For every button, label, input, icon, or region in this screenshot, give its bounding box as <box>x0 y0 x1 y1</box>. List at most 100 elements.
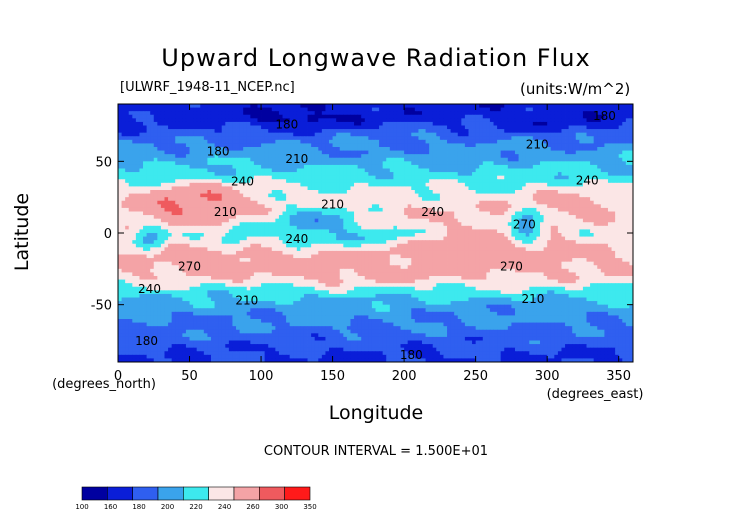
heatmap-cell <box>160 161 165 166</box>
heatmap-cell <box>354 168 359 173</box>
heatmap-cell <box>203 107 208 112</box>
heatmap-cell <box>293 132 298 137</box>
heatmap-cell <box>382 114 387 119</box>
heatmap-cell <box>482 204 487 209</box>
heatmap-cell <box>543 129 548 134</box>
heatmap-cell <box>554 215 559 220</box>
heatmap-cell <box>554 207 559 212</box>
heatmap-cell <box>396 107 401 112</box>
heatmap-cell <box>482 164 487 169</box>
heatmap-cell <box>579 190 584 194</box>
heatmap-cell <box>547 150 552 155</box>
heatmap-cell <box>540 175 544 180</box>
heatmap-cell <box>146 207 151 212</box>
heatmap-cell <box>379 111 384 116</box>
heatmap-cell <box>575 104 580 108</box>
heatmap-cell <box>343 222 348 227</box>
heatmap-cell <box>407 207 412 212</box>
heatmap-cell <box>346 154 351 159</box>
heatmap-cell <box>250 164 255 169</box>
heatmap-cell <box>479 182 484 187</box>
heatmap-cell <box>275 172 280 177</box>
heatmap-cell <box>611 150 616 155</box>
heatmap-cell <box>464 111 469 116</box>
heatmap-cell <box>357 175 362 180</box>
heatmap-cell <box>421 172 426 177</box>
heatmap-cell <box>432 136 437 141</box>
heatmap-cell <box>597 207 602 212</box>
heatmap-cell <box>597 215 602 220</box>
heatmap-cell <box>447 179 452 184</box>
heatmap-cell <box>454 154 459 159</box>
heatmap-cell <box>346 161 351 166</box>
heatmap-cell <box>246 104 251 108</box>
heatmap-cell <box>514 129 519 134</box>
heatmap-cell <box>278 147 283 151</box>
heatmap-cell <box>418 154 423 159</box>
heatmap-cell <box>261 129 266 134</box>
heatmap-cell <box>153 193 158 198</box>
heatmap-cell <box>386 200 391 205</box>
heatmap-cell <box>171 179 176 184</box>
heatmap-cell <box>336 125 341 130</box>
heatmap-cell <box>404 225 409 230</box>
heatmap-cell <box>497 107 502 112</box>
heatmap-cell <box>479 157 484 162</box>
heatmap-cell <box>561 104 566 108</box>
heatmap-cell <box>479 168 484 173</box>
heatmap-cell <box>368 125 373 130</box>
heatmap-cell <box>386 164 391 169</box>
heatmap-cell <box>257 136 262 141</box>
heatmap-cell <box>436 139 441 144</box>
heatmap-cell <box>368 200 373 205</box>
heatmap-cell <box>604 129 609 134</box>
heatmap-cell <box>615 121 620 126</box>
heatmap-cell <box>472 179 477 184</box>
heatmap-cell <box>432 154 437 159</box>
heatmap-cell <box>118 114 122 119</box>
heatmap-cell <box>529 121 534 126</box>
heatmap-cell <box>118 168 122 173</box>
heatmap-cell <box>289 200 294 205</box>
heatmap-cell <box>540 150 544 155</box>
heatmap-cell <box>164 118 169 123</box>
heatmap-cell <box>361 121 366 126</box>
heatmap-cell <box>486 132 491 137</box>
heatmap-cell <box>210 172 215 177</box>
heatmap-cell <box>289 132 294 137</box>
heatmap-cell <box>411 179 416 184</box>
heatmap-cell <box>379 107 384 112</box>
heatmap-cell <box>629 204 634 209</box>
heatmap-cell <box>314 111 319 116</box>
heatmap-cell <box>450 190 455 194</box>
heatmap-cell <box>425 197 430 202</box>
heatmap-cell <box>400 139 405 144</box>
heatmap-cell <box>243 215 248 220</box>
heatmap-cell <box>200 225 205 230</box>
heatmap-cell <box>457 225 462 230</box>
heatmap-cell <box>429 215 434 220</box>
heatmap-cell <box>500 215 505 220</box>
heatmap-cell <box>400 125 405 130</box>
heatmap-cell <box>332 157 337 162</box>
heatmap-cell <box>475 218 480 223</box>
heatmap-cell <box>286 132 291 137</box>
heatmap-cell <box>600 150 605 155</box>
heatmap-cell <box>493 143 498 148</box>
heatmap-cell <box>193 200 198 205</box>
heatmap-cell <box>439 147 444 151</box>
heatmap-cell <box>522 215 527 220</box>
heatmap-cell <box>182 147 187 151</box>
heatmap-cell <box>629 154 634 159</box>
heatmap-cell <box>218 111 223 116</box>
heatmap-cell <box>579 197 584 202</box>
heatmap-cell <box>239 172 244 177</box>
heatmap-cell <box>132 211 137 216</box>
heatmap-cell <box>207 175 212 180</box>
heatmap-cell <box>593 118 598 123</box>
heatmap-cell <box>604 186 609 191</box>
heatmap-cell <box>339 125 344 130</box>
heatmap-cell <box>175 172 180 177</box>
heatmap-cell <box>529 186 534 191</box>
heatmap-cell <box>582 168 587 173</box>
